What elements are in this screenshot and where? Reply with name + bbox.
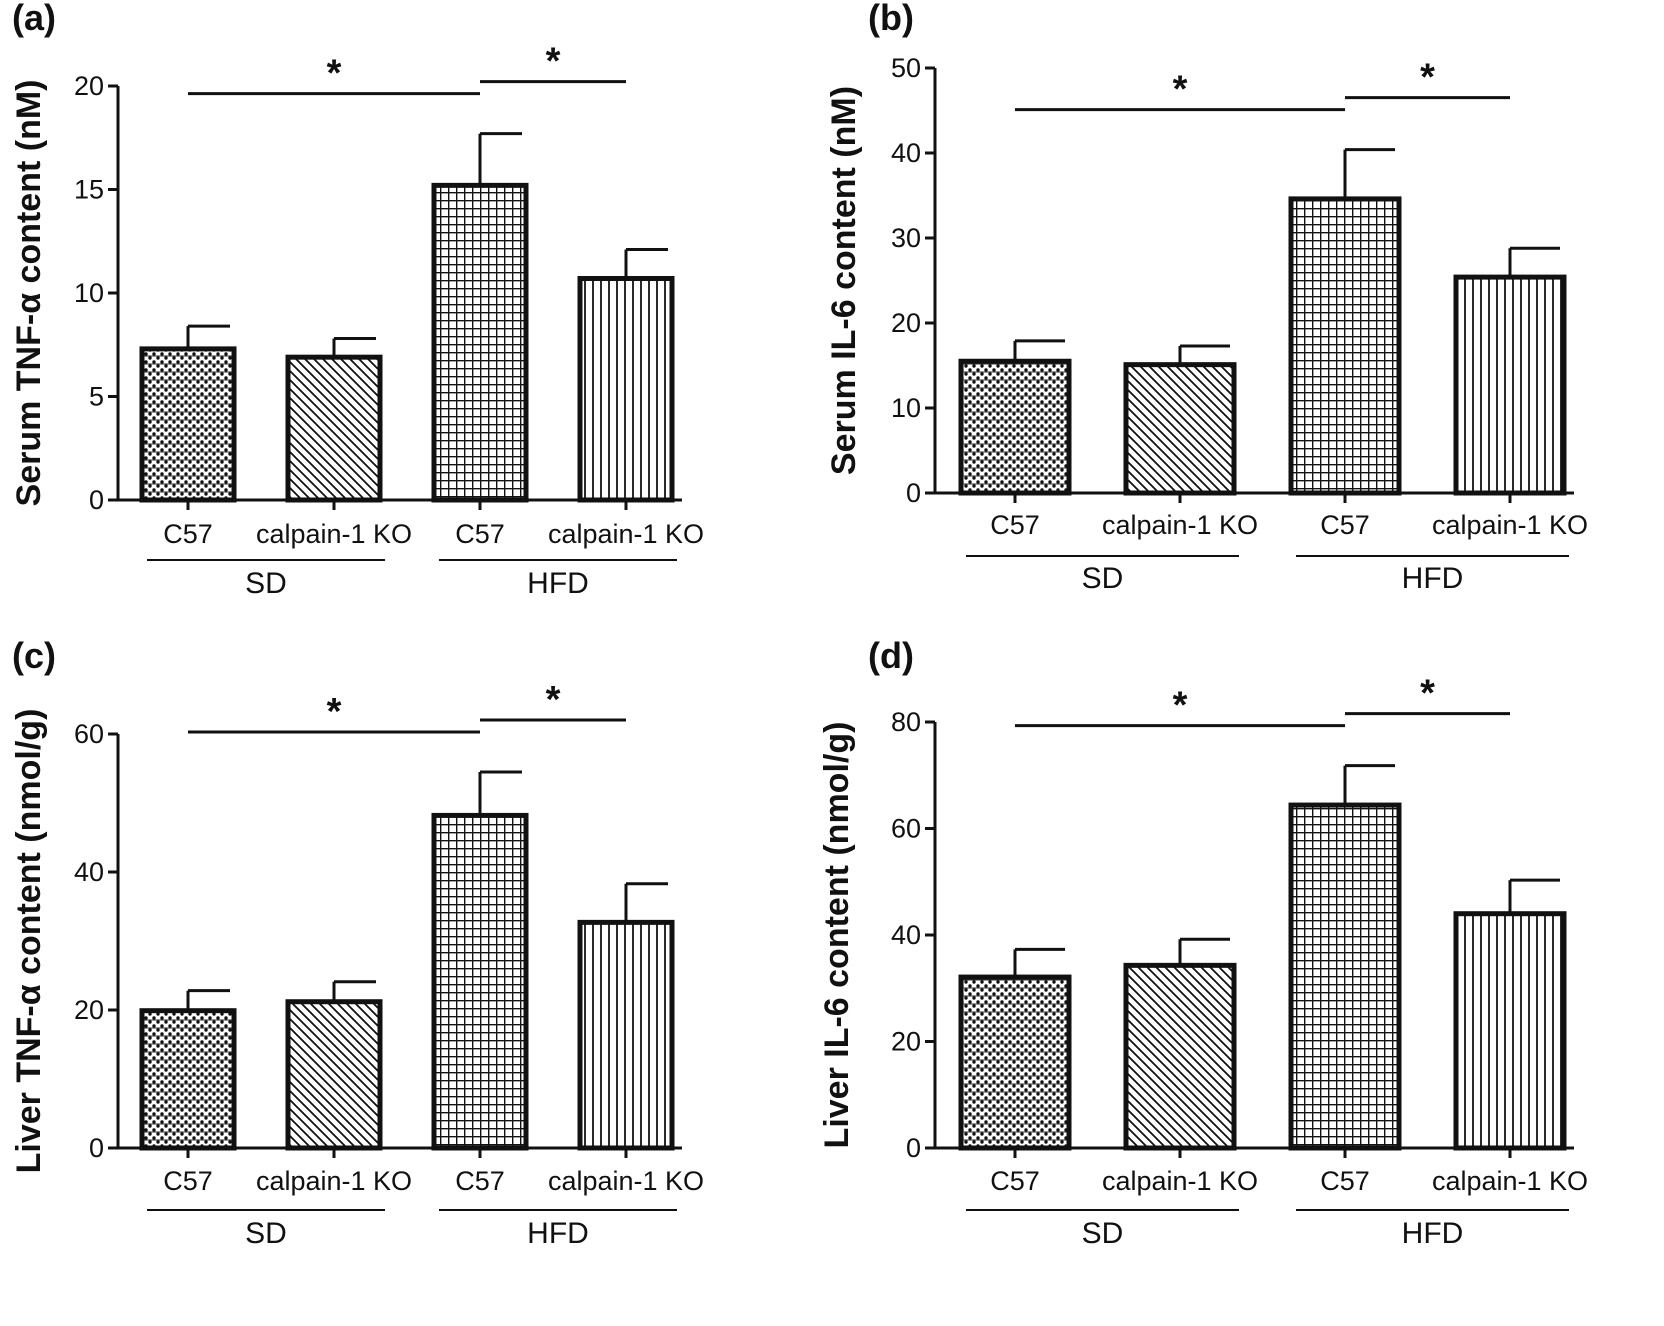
y-axis-label: Liver TNF-α content (nmol/g) <box>10 709 48 1174</box>
group-label: SD <box>1082 1217 1124 1250</box>
x-tick-label: calpain-1 KO <box>256 519 412 549</box>
group-label: SD <box>1082 562 1124 595</box>
panel-d: (d) Liver IL-6 content (nmol/g) 0 20 40 60 80 C… <box>818 635 1588 1250</box>
y-tick-label: 15 <box>74 175 104 205</box>
bar <box>139 1008 237 1151</box>
x-tick-label: C57 <box>163 1166 213 1196</box>
panel-a: (a) Serum TNF-α content (nM) 0 5 10 15 20 C57 ca… <box>10 0 704 600</box>
bar <box>431 182 529 503</box>
bar <box>1123 962 1237 1151</box>
y-axis-label: Serum IL-6 content (nM) <box>825 86 863 475</box>
bar <box>1123 362 1237 496</box>
x-tick-label: calpain-1 KO <box>256 1166 412 1196</box>
significance-star: * <box>1173 685 1188 727</box>
bar <box>139 346 237 503</box>
y-tick-label: 20 <box>891 1027 921 1057</box>
significance-star: * <box>546 679 561 721</box>
significance-star: * <box>327 691 342 733</box>
group-label: HFD <box>1402 562 1464 595</box>
y-tick-label: 20 <box>74 71 104 101</box>
y-tick-label: 20 <box>74 995 104 1025</box>
y-tick-label: 30 <box>891 223 921 253</box>
y-tick-label: 50 <box>891 53 921 83</box>
y-tick-label: 0 <box>89 1133 104 1163</box>
x-tick-label: C57 <box>1320 1166 1370 1196</box>
y-tick-label: 10 <box>74 278 104 308</box>
bar <box>1453 274 1567 496</box>
panel-b: (b) Serum IL-6 content (nM) 0 10 20 30 40 50 C57… <box>825 0 1588 595</box>
y-tick-label: 40 <box>74 857 104 887</box>
y-tick-label: 60 <box>74 719 104 749</box>
group-label: HFD <box>527 567 589 600</box>
x-tick-label: C57 <box>1320 510 1370 540</box>
panel-c: (c) Liver TNF-α content (nmol/g) 0 20 40 60 C5… <box>10 635 704 1250</box>
panel-label: (d) <box>868 635 914 676</box>
bar <box>1288 802 1402 1151</box>
y-tick-label: 60 <box>891 814 921 844</box>
group-label: HFD <box>527 1217 589 1250</box>
bar <box>285 354 383 503</box>
y-tick-label: 0 <box>906 1133 921 1163</box>
significance-star: * <box>1420 673 1435 715</box>
x-tick-label: calpain-1 KO <box>1102 1166 1258 1196</box>
significance-star: * <box>1420 57 1435 99</box>
x-tick-label: calpain-1 KO <box>1432 510 1588 540</box>
bar <box>431 812 529 1151</box>
bar <box>285 999 383 1151</box>
significance-star: * <box>327 53 342 95</box>
bar <box>1453 911 1567 1151</box>
x-tick-label: C57 <box>990 1166 1040 1196</box>
significance-star: * <box>1173 69 1188 111</box>
bar <box>958 358 1072 496</box>
y-tick-label: 20 <box>891 308 921 338</box>
x-tick-label: calpain-1 KO <box>1432 1166 1588 1196</box>
bar <box>577 276 675 503</box>
group-label: SD <box>245 567 287 600</box>
group-label: SD <box>245 1217 287 1250</box>
bar <box>1288 196 1402 496</box>
x-tick-label: calpain-1 KO <box>548 1166 704 1196</box>
x-tick-label: calpain-1 KO <box>548 519 704 549</box>
y-tick-label: 40 <box>891 138 921 168</box>
panel-label: (b) <box>868 0 914 38</box>
x-tick-label: C57 <box>990 510 1040 540</box>
y-axis-label: Serum TNF-α content (nM) <box>10 80 48 507</box>
x-tick-label: C57 <box>455 1166 505 1196</box>
y-tick-label: 5 <box>89 382 104 412</box>
x-tick-label: C57 <box>163 519 213 549</box>
y-tick-label: 80 <box>891 707 921 737</box>
panel-label: (a) <box>12 0 56 38</box>
x-tick-label: calpain-1 KO <box>1102 510 1258 540</box>
y-tick-label: 10 <box>891 393 921 423</box>
y-tick-label: 40 <box>891 920 921 950</box>
y-axis-label: Liver IL-6 content (nmol/g) <box>818 722 856 1149</box>
x-tick-label: C57 <box>455 519 505 549</box>
panel-label: (c) <box>12 635 56 676</box>
bar <box>958 974 1072 1151</box>
group-label: HFD <box>1402 1217 1464 1250</box>
significance-star: * <box>546 41 561 83</box>
y-tick-label: 0 <box>89 485 104 515</box>
y-tick-label: 0 <box>906 478 921 508</box>
bar <box>577 919 675 1151</box>
